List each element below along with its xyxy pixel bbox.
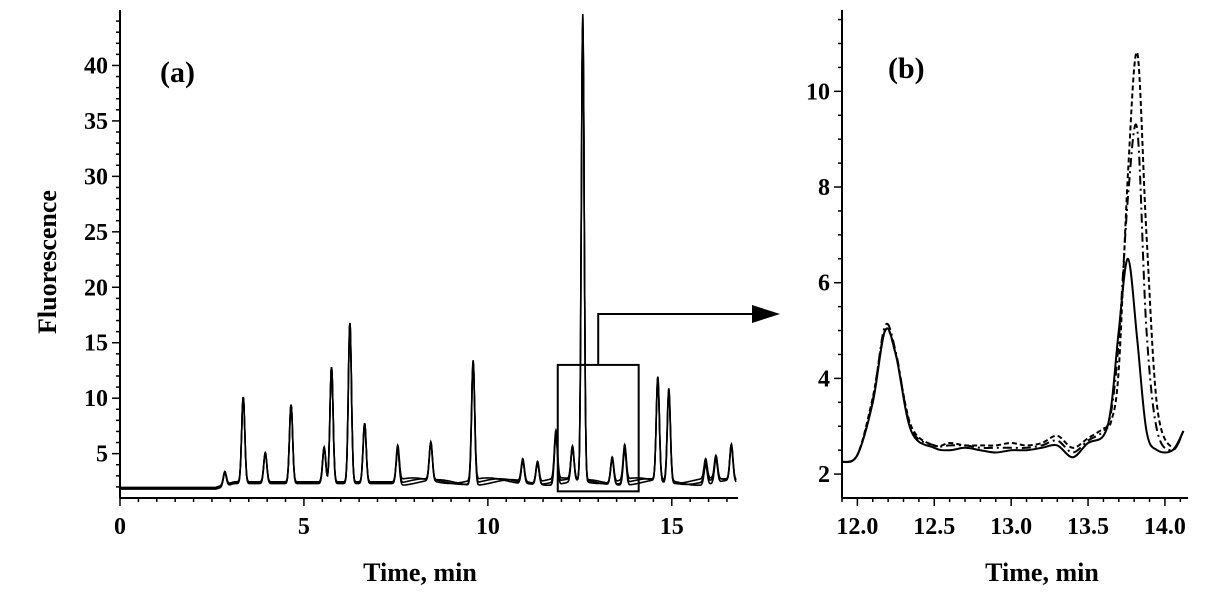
panel-b-x-tick-label: 13.5: [1067, 514, 1109, 540]
panel-b-y-tick-label: 10: [806, 79, 830, 105]
panel-b: 12.0 12.5 13.0 13.5 14.0 2 4 6 8 10 (b) Time, min: [806, 10, 1188, 587]
panel-b-y-tick-label: 8: [818, 175, 830, 201]
panel-a-y-tick-label: 40: [84, 53, 108, 79]
panel-a-x-tick-label: 0: [114, 514, 126, 540]
panel-a-x-axis-title: Time, min: [363, 558, 477, 587]
panel-a-x-tick-label: 5: [298, 514, 310, 540]
panel-a-y-axis-title: Fluorescence: [33, 190, 62, 334]
panel-b-ticks: 12.0 12.5 13.0 13.5 14.0 2 4 6 8 10: [806, 18, 1186, 540]
zoom-arrow-head: [752, 305, 780, 323]
zoom-arrow-line: [597, 313, 758, 365]
panel-b-series-line-2: [841, 123, 1185, 464]
panel-a-label: (a): [160, 56, 195, 89]
panel-a-series-line-1: [120, 13, 737, 490]
panel-b-x-axis-title: Time, min: [985, 558, 1099, 587]
zoom-arrow: [597, 305, 780, 365]
panel-b-series-line-1: [841, 257, 1185, 464]
panel-a-series: [120, 13, 737, 490]
panel-b-y-tick-label: 2: [818, 462, 830, 488]
panel-a-y-tick-label: 15: [84, 331, 108, 357]
panel-a-y-tick-label: 20: [84, 275, 108, 301]
panel-a-axes: [119, 10, 738, 499]
panel-a-ticks: 0 5 10 15 5 10 15 20 25 30 35 40: [84, 20, 728, 540]
panel-a-series-line-3: [120, 24, 737, 489]
panel-a-y-tick-label: 10: [84, 386, 108, 412]
panel-a-y-tick-label: 30: [84, 164, 108, 190]
panel-b-y-tick-label: 6: [818, 271, 830, 297]
panel-b-label: (b): [888, 52, 925, 85]
panel-b-x-tick-label: 12.0: [836, 514, 878, 540]
panel-a-y-tick-label: 5: [96, 442, 108, 468]
panel-b-x-tick-label: 14.0: [1144, 514, 1186, 540]
panel-b-series: [841, 51, 1185, 464]
panel-b-x-tick-label: 13.0: [990, 514, 1032, 540]
panel-a-y-tick-label: 35: [84, 109, 108, 135]
panel-b-y-tick-label: 4: [818, 366, 830, 392]
panel-b-series-line-3: [841, 51, 1185, 464]
panel-b-x-tick-label: 12.5: [913, 514, 955, 540]
panel-a-y-tick-label: 25: [84, 220, 108, 246]
panel-a-x-tick-label: 15: [660, 514, 684, 540]
panel-a-series-line-2: [120, 18, 737, 490]
panel-a-x-tick-label: 10: [476, 514, 500, 540]
panel-a: 0 5 10 15 5 10 15 20 25 30 35 40 (a) Time, min Fluo…: [33, 10, 738, 587]
